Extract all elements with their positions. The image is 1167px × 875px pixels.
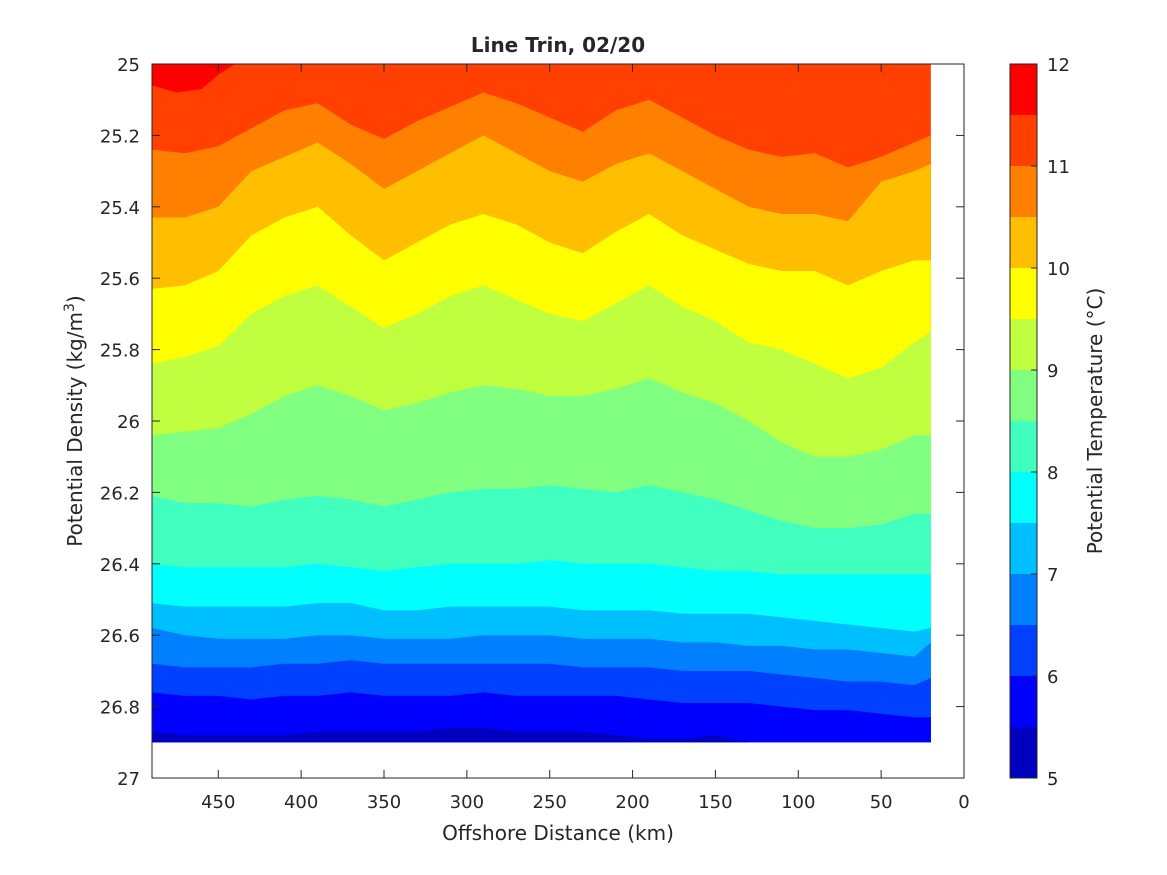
y-tick-label: 25.4: [100, 198, 140, 219]
colorbar-frame: [1009, 63, 1038, 779]
colorbar-tick-label: 8: [1047, 463, 1058, 484]
x-tick-label: 0: [958, 792, 969, 813]
colorbar-segment: [1010, 268, 1037, 319]
x-tick-label: 50: [870, 792, 893, 813]
y-tick-label: 27: [117, 769, 140, 790]
colorbar-segment: [1010, 676, 1037, 727]
y-tick-label: 26.2: [100, 483, 140, 504]
colorbar-tick-label: 9: [1047, 361, 1058, 382]
y-tick-label: 26.6: [100, 626, 140, 647]
colorbar-segment: [1010, 727, 1037, 778]
x-tick-label: 150: [698, 792, 732, 813]
colorbar-tick-label: 11: [1047, 157, 1070, 178]
y-tick-label: 25.6: [100, 269, 140, 290]
colorbar-tick-label: 12: [1047, 55, 1070, 76]
x-tick-label: 350: [367, 792, 401, 813]
x-tick-label: 450: [201, 792, 235, 813]
colorbar-segment: [1010, 319, 1037, 370]
contour-bands: [152, 64, 931, 743]
colorbar-tick-label: 5: [1047, 769, 1058, 790]
colorbar-segment: [1010, 625, 1037, 676]
y-tick-label: 25: [117, 55, 140, 76]
x-tick-label: 200: [615, 792, 649, 813]
colorbar-segment: [1010, 217, 1037, 268]
colorbar-segment: [1010, 472, 1037, 523]
chart-title: Line Trin, 02/20: [471, 33, 645, 57]
contour-band-6: [152, 692, 931, 743]
plot-area: [151, 63, 965, 779]
y-tick-label: 26.4: [100, 555, 140, 576]
y-axis-label: Potential Density (kg/m3): [62, 295, 87, 546]
y-tick-label: 25.2: [100, 126, 140, 147]
contour-band-5.5: [152, 728, 931, 743]
x-tick-label: 100: [781, 792, 815, 813]
y-tick-label: 25.8: [100, 341, 140, 362]
colorbar-segment: [1010, 64, 1037, 115]
colorbar: 5 6 7 8 9 10 11 12: [1009, 55, 1070, 790]
x-tick-label: 400: [284, 792, 318, 813]
colorbar-segment: [1010, 421, 1037, 472]
colorbar-segment: [1010, 115, 1037, 166]
y-axis-label-close: ): [63, 295, 87, 303]
x-tick-label: 250: [533, 792, 567, 813]
x-axis-label: Offshore Distance (km): [442, 821, 674, 845]
colorbar-tick-label: 6: [1047, 667, 1058, 688]
colorbar-tick-label: 10: [1047, 259, 1070, 280]
colorbar-segment: [1010, 166, 1037, 217]
colorbar-tick-label: 7: [1047, 565, 1058, 586]
colorbar-segment: [1010, 370, 1037, 421]
x-axis: 450 400 350 300 250 200 150 100 50 0: [201, 64, 970, 813]
contour-band-warm-patch: [152, 64, 235, 93]
x-tick-label: 300: [450, 792, 484, 813]
y-tick-label: 26: [117, 412, 140, 433]
colorbar-segment: [1010, 574, 1037, 625]
colorbar-label: Potential Temperature (°C): [1083, 288, 1107, 555]
y-axis: 25 25.2 25.4 25.6 25.8 26 26.2 26.4 26.6 26.8 27: [100, 55, 964, 790]
y-axis-label-main: Potential Density (kg/m: [63, 312, 87, 547]
y-tick-label: 26.8: [100, 698, 140, 719]
colorbar-segment: [1010, 523, 1037, 574]
y-axis-label-superscript: 3: [62, 303, 78, 312]
